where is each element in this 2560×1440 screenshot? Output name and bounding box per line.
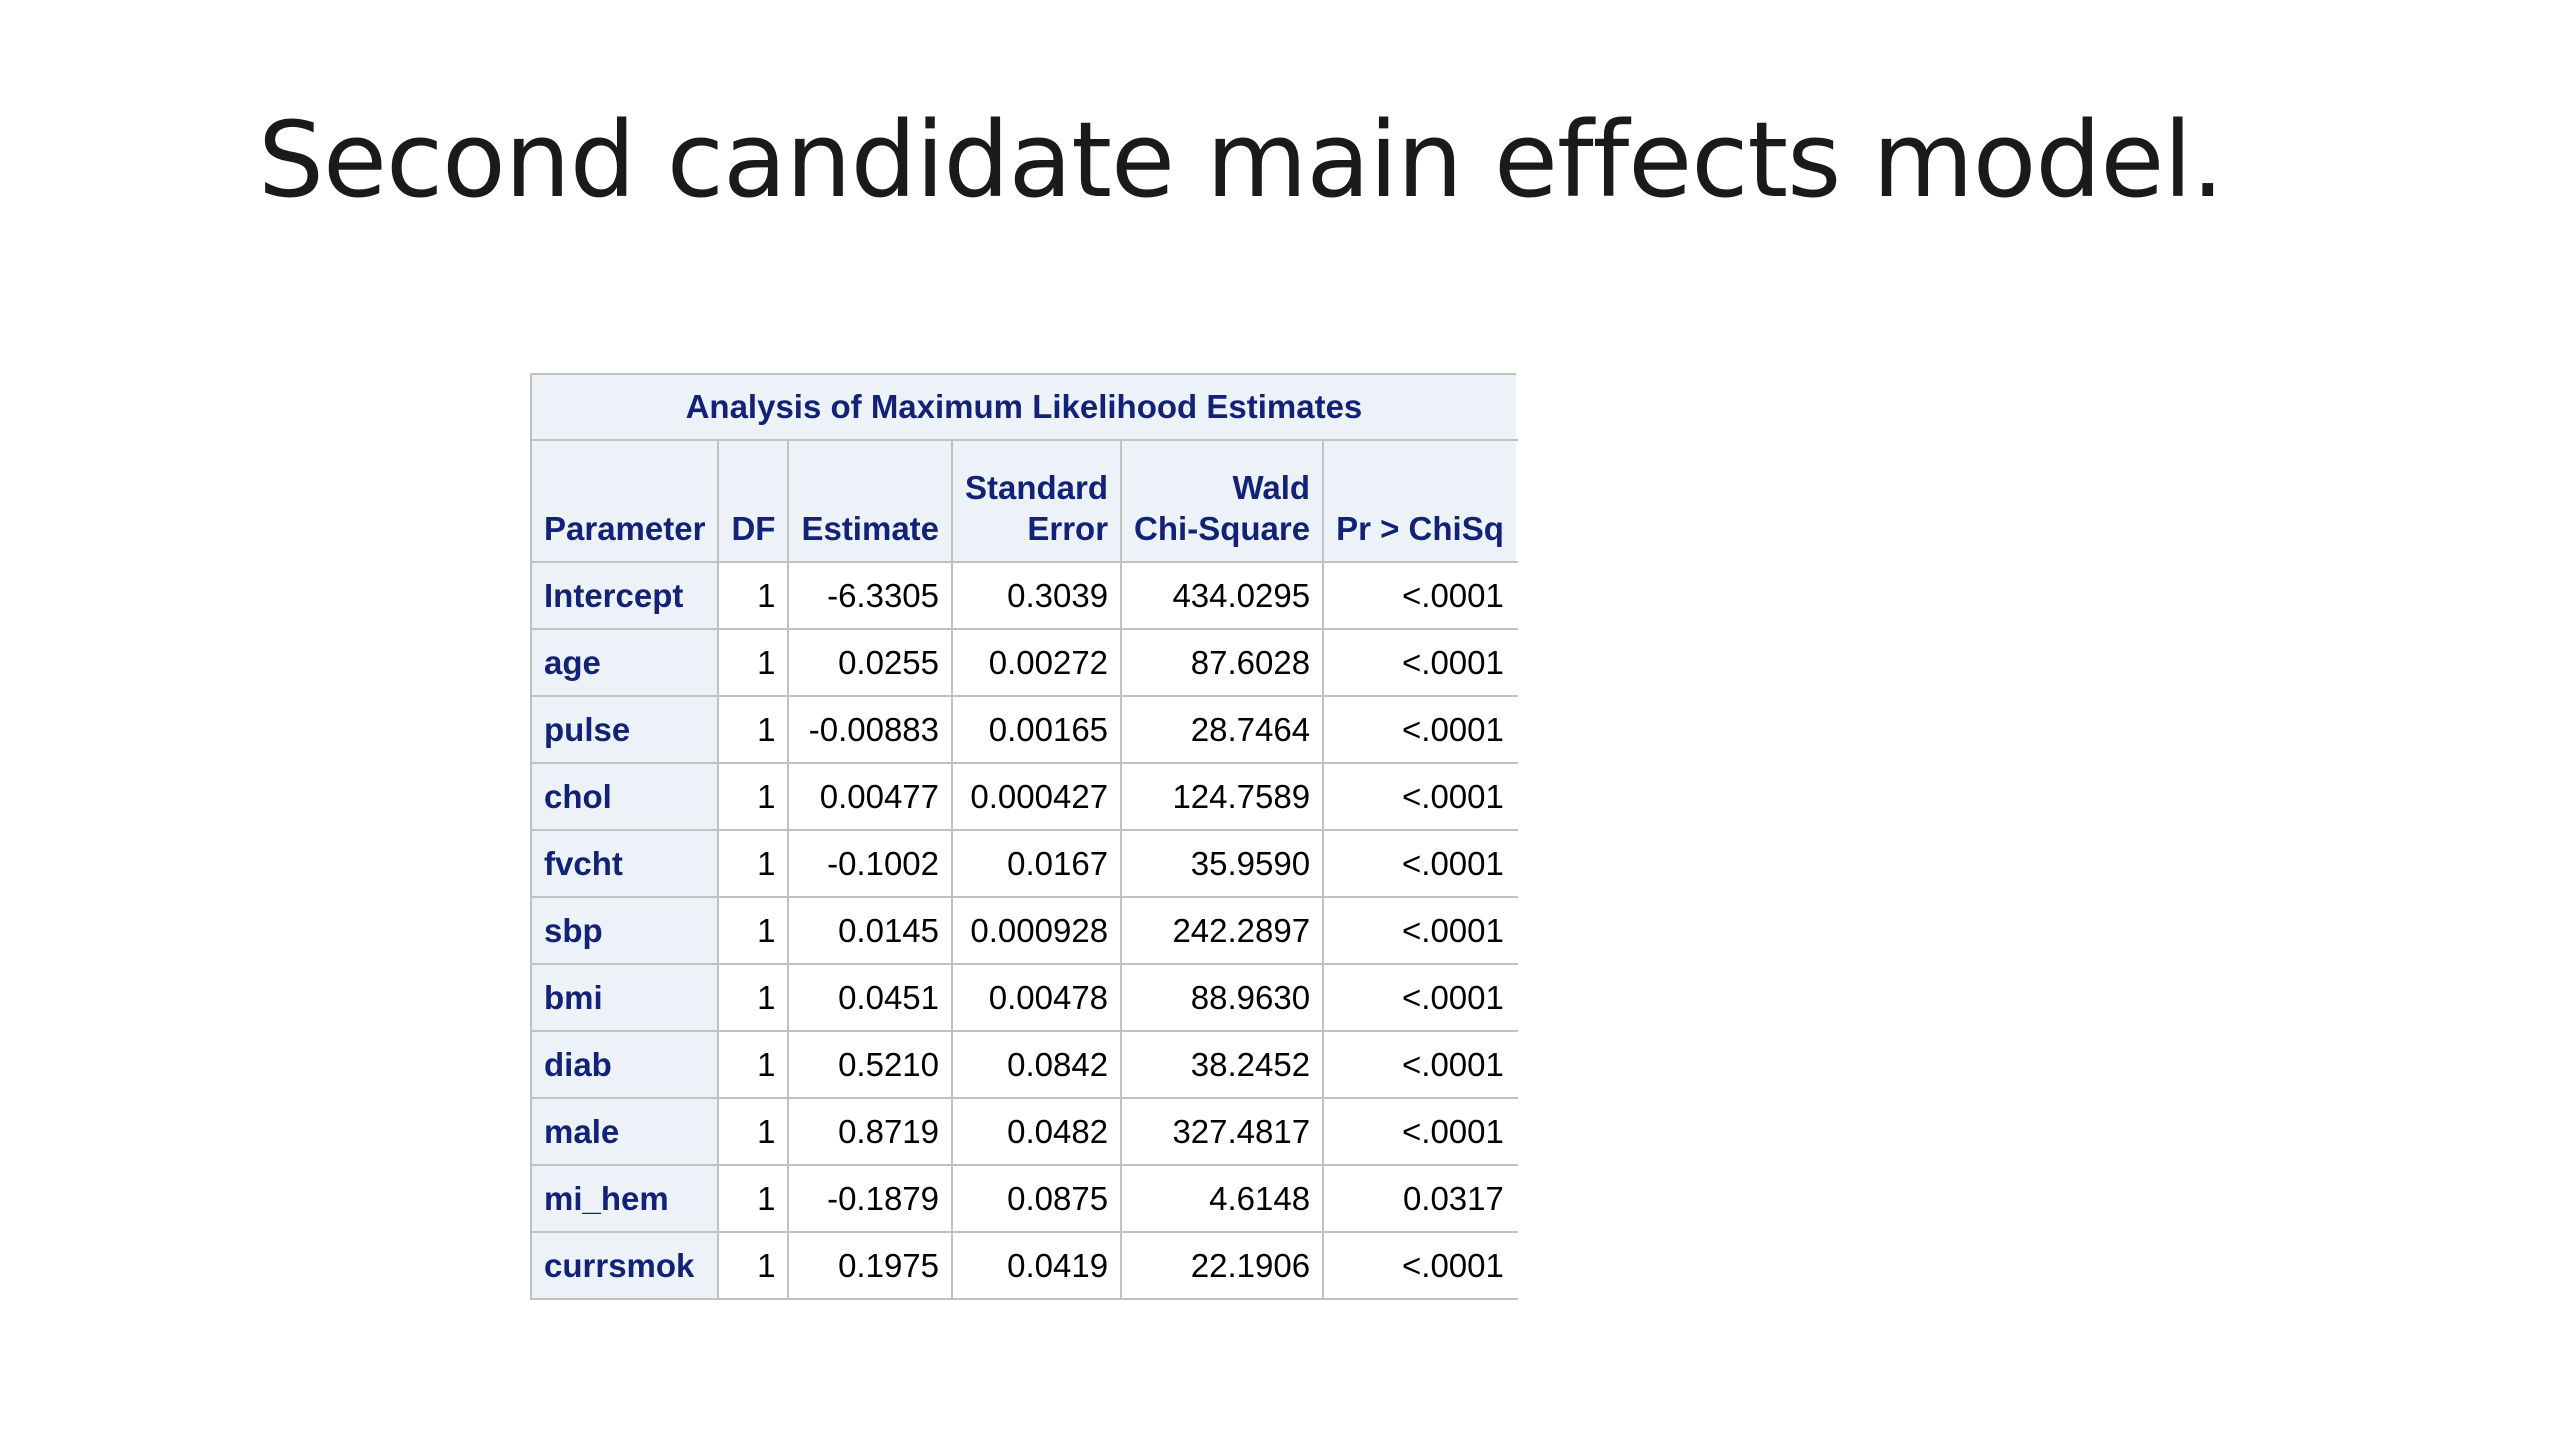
cell-wald-chi-square: 327.4817 (1120, 1097, 1325, 1166)
table-row: fvcht 1 -0.1002 0.0167 35.9590 <.0001 (529, 829, 1518, 898)
cell-estimate: 0.0451 (787, 963, 954, 1032)
header-standard-error-line2: Error (1027, 510, 1109, 547)
cell-df: 1 (717, 1231, 790, 1300)
header-df: DF (717, 439, 790, 563)
cell-parameter: fvcht (529, 829, 720, 898)
cell-p-value: <.0001 (1322, 1097, 1518, 1166)
table-row: chol 1 0.00477 0.000427 124.7589 <.0001 (529, 762, 1518, 831)
cell-estimate: 0.8719 (787, 1097, 954, 1166)
cell-estimate: 0.00477 (787, 762, 954, 831)
cell-p-value: <.0001 (1322, 1231, 1518, 1300)
cell-wald-chi-square: 28.7464 (1120, 695, 1325, 764)
table-row: male 1 0.8719 0.0482 327.4817 <.0001 (529, 1097, 1518, 1166)
cell-p-value: <.0001 (1322, 829, 1518, 898)
cell-standard-error: 0.00272 (951, 628, 1123, 697)
cell-p-value: <.0001 (1322, 762, 1518, 831)
ml-estimates-table-container: Analysis of Maximum Likelihood Estimates… (529, 373, 1518, 1300)
table-row: diab 1 0.5210 0.0842 38.2452 <.0001 (529, 1030, 1518, 1099)
cell-parameter: diab (529, 1030, 720, 1099)
table-row: bmi 1 0.0451 0.00478 88.9630 <.0001 (529, 963, 1518, 1032)
cell-estimate: 0.0255 (787, 628, 954, 697)
cell-p-value: <.0001 (1322, 628, 1518, 697)
cell-wald-chi-square: 22.1906 (1120, 1231, 1325, 1300)
cell-estimate: -0.1879 (787, 1164, 954, 1233)
cell-wald-chi-square: 38.2452 (1120, 1030, 1325, 1099)
cell-p-value: <.0001 (1322, 695, 1518, 764)
header-wald-line2: Chi-Square (1134, 510, 1311, 547)
table-header-row: Parameter DF Estimate Standard Error Wal… (529, 439, 1518, 563)
cell-df: 1 (717, 695, 790, 764)
cell-standard-error: 0.0842 (951, 1030, 1123, 1099)
table-body: Intercept 1 -6.3305 0.3039 434.0295 <.0001 age… (529, 561, 1518, 1300)
cell-df: 1 (717, 762, 790, 831)
cell-parameter: Intercept (529, 561, 720, 630)
cell-standard-error: 0.0482 (951, 1097, 1123, 1166)
table-caption: Analysis of Maximum Likelihood Estimates (530, 373, 1518, 441)
cell-standard-error: 0.00165 (951, 695, 1123, 764)
header-estimate: Estimate (787, 439, 954, 563)
cell-standard-error: 0.0419 (951, 1231, 1123, 1300)
cell-estimate: -6.3305 (787, 561, 954, 630)
header-wald-line1: Wald (1232, 469, 1311, 506)
table-row: pulse 1 -0.00883 0.00165 28.7464 <.0001 (529, 695, 1518, 764)
cell-parameter: chol (529, 762, 720, 831)
cell-estimate: 0.0145 (787, 896, 954, 965)
cell-standard-error: 0.0167 (951, 829, 1123, 898)
cell-parameter: male (529, 1097, 720, 1166)
ml-estimates-table: Analysis of Maximum Likelihood Estimates… (529, 373, 1518, 1300)
cell-parameter: age (529, 628, 720, 697)
cell-p-value: <.0001 (1322, 561, 1518, 630)
header-p-value: Pr > ChiSq (1322, 439, 1518, 563)
cell-wald-chi-square: 35.9590 (1120, 829, 1325, 898)
table-row: mi_hem 1 -0.1879 0.0875 4.6148 0.0317 (529, 1164, 1518, 1233)
cell-estimate: -0.00883 (787, 695, 954, 764)
cell-parameter: pulse (529, 695, 720, 764)
cell-standard-error: 0.000928 (951, 896, 1123, 965)
cell-df: 1 (717, 1097, 790, 1166)
cell-p-value: 0.0317 (1322, 1164, 1518, 1233)
cell-p-value: <.0001 (1322, 1030, 1518, 1099)
cell-p-value: <.0001 (1322, 963, 1518, 1032)
table-row: Intercept 1 -6.3305 0.3039 434.0295 <.0001 (529, 561, 1518, 630)
cell-wald-chi-square: 242.2897 (1120, 896, 1325, 965)
cell-df: 1 (717, 963, 790, 1032)
header-standard-error: Standard Error (951, 439, 1123, 563)
cell-df: 1 (717, 829, 790, 898)
cell-wald-chi-square: 4.6148 (1120, 1164, 1325, 1233)
cell-p-value: <.0001 (1322, 896, 1518, 965)
cell-standard-error: 0.000427 (951, 762, 1123, 831)
cell-standard-error: 0.3039 (951, 561, 1123, 630)
cell-estimate: 0.1975 (787, 1231, 954, 1300)
table-row: currsmok 1 0.1975 0.0419 22.1906 <.0001 (529, 1231, 1518, 1300)
cell-parameter: bmi (529, 963, 720, 1032)
header-parameter: Parameter (529, 439, 720, 563)
table-row: sbp 1 0.0145 0.000928 242.2897 <.0001 (529, 896, 1518, 965)
cell-wald-chi-square: 124.7589 (1120, 762, 1325, 831)
table-caption-row: Analysis of Maximum Likelihood Estimates (530, 373, 1518, 441)
slide-title: Second candidate main effects model. (258, 99, 2224, 221)
header-standard-error-line1: Standard (965, 469, 1109, 506)
table-row: age 1 0.0255 0.00272 87.6028 <.0001 (529, 628, 1518, 697)
cell-df: 1 (717, 1164, 790, 1233)
cell-standard-error: 0.00478 (951, 963, 1123, 1032)
cell-df: 1 (717, 628, 790, 697)
cell-wald-chi-square: 88.9630 (1120, 963, 1325, 1032)
cell-parameter: currsmok (529, 1231, 720, 1300)
cell-estimate: 0.5210 (787, 1030, 954, 1099)
cell-parameter: mi_hem (529, 1164, 720, 1233)
cell-estimate: -0.1002 (787, 829, 954, 898)
header-wald-chi-square: Wald Chi-Square (1120, 439, 1325, 563)
cell-standard-error: 0.0875 (951, 1164, 1123, 1233)
cell-wald-chi-square: 87.6028 (1120, 628, 1325, 697)
cell-parameter: sbp (529, 896, 720, 965)
cell-df: 1 (717, 896, 790, 965)
cell-df: 1 (717, 561, 790, 630)
cell-df: 1 (717, 1030, 790, 1099)
cell-wald-chi-square: 434.0295 (1120, 561, 1325, 630)
